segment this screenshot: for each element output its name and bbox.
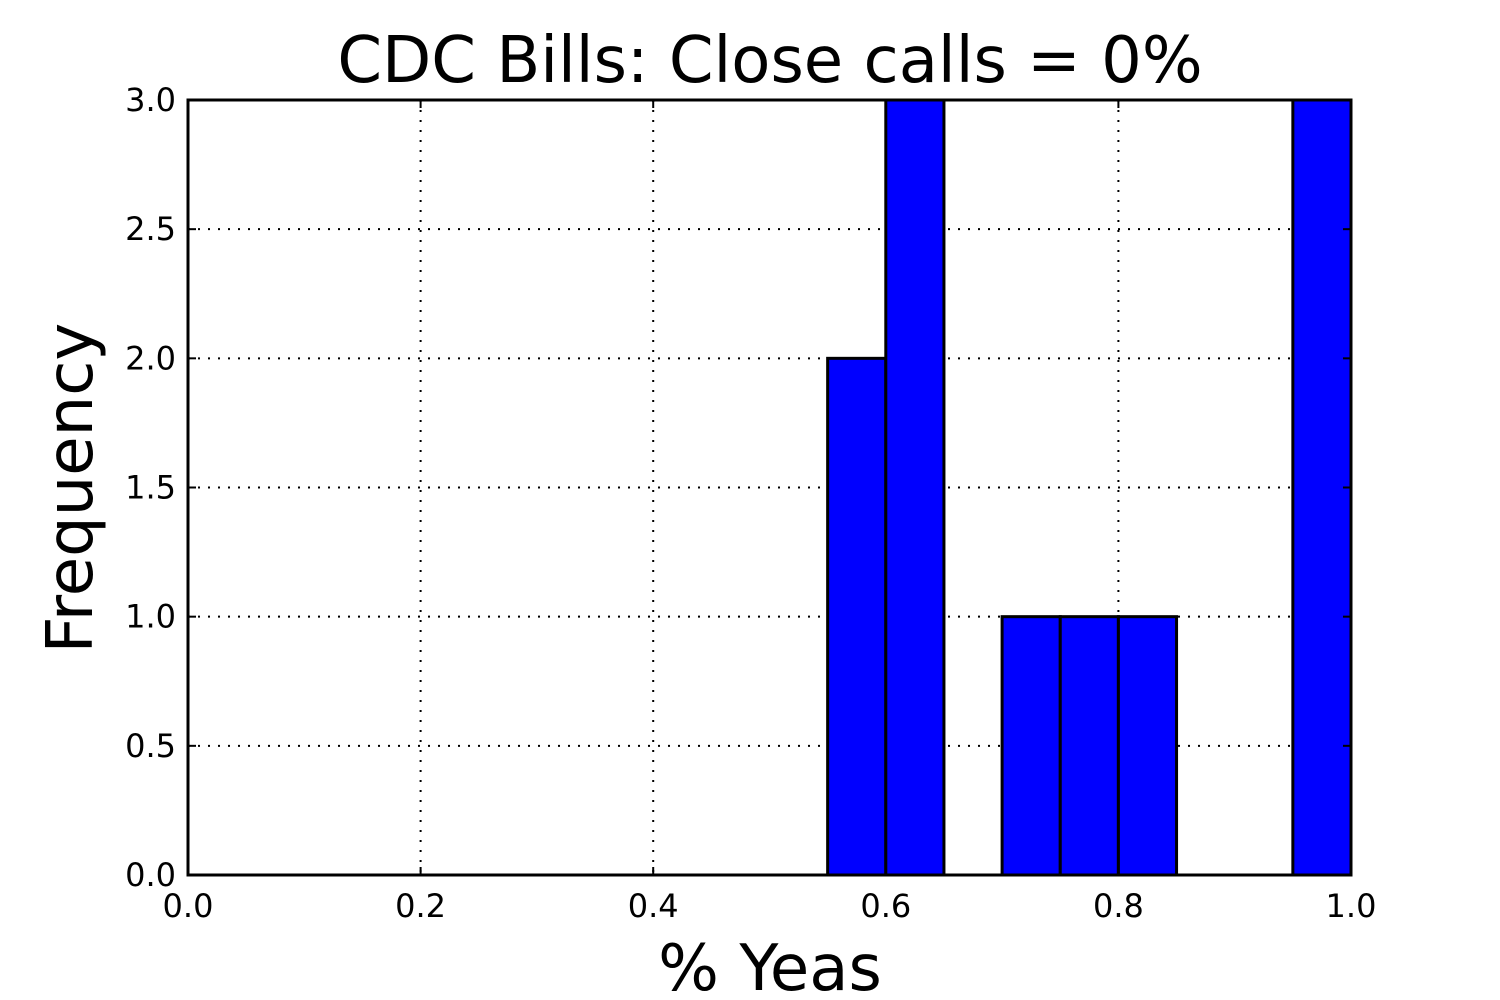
histogram-bar — [826, 356, 888, 877]
histogram-bar — [1116, 615, 1179, 877]
grid-lines — [188, 100, 1351, 875]
histogram-bar — [1058, 615, 1120, 877]
x-tick-label: 1.0 — [1326, 887, 1377, 925]
x-tick-label: 0.6 — [860, 887, 911, 925]
x-tick-labels: 0.0 0.2 0.4 0.6 0.8 1.0 — [163, 887, 1377, 925]
y-tick-labels: 0.0 0.5 1.0 1.5 2.0 2.5 3.0 — [125, 81, 176, 894]
histogram-bar — [884, 98, 946, 877]
y-tick-label: 2.5 — [125, 210, 176, 248]
histogram-bars — [826, 98, 1353, 877]
histogram-bar — [1000, 615, 1062, 877]
y-tick-label: 0.0 — [125, 856, 176, 894]
y-tick-label: 0.5 — [125, 727, 176, 765]
x-axis-label: % Yeas — [658, 932, 882, 1000]
chart-title: CDC Bills: Close calls = 0% — [337, 24, 1202, 98]
axes-frame — [186, 98, 1353, 877]
x-tick-label: 0.4 — [628, 887, 679, 925]
y-tick-label: 2.0 — [125, 339, 176, 377]
y-tick-label: 3.0 — [125, 81, 176, 119]
x-tick-label: 0.0 — [163, 887, 214, 925]
y-axis-label: Frequency — [34, 323, 108, 654]
x-tick-label: 0.8 — [1093, 887, 1144, 925]
y-tick-label: 1.0 — [125, 598, 176, 636]
y-tick-label: 1.5 — [125, 469, 176, 507]
x-tick-label: 0.2 — [395, 887, 446, 925]
histogram-bar — [1291, 98, 1353, 877]
